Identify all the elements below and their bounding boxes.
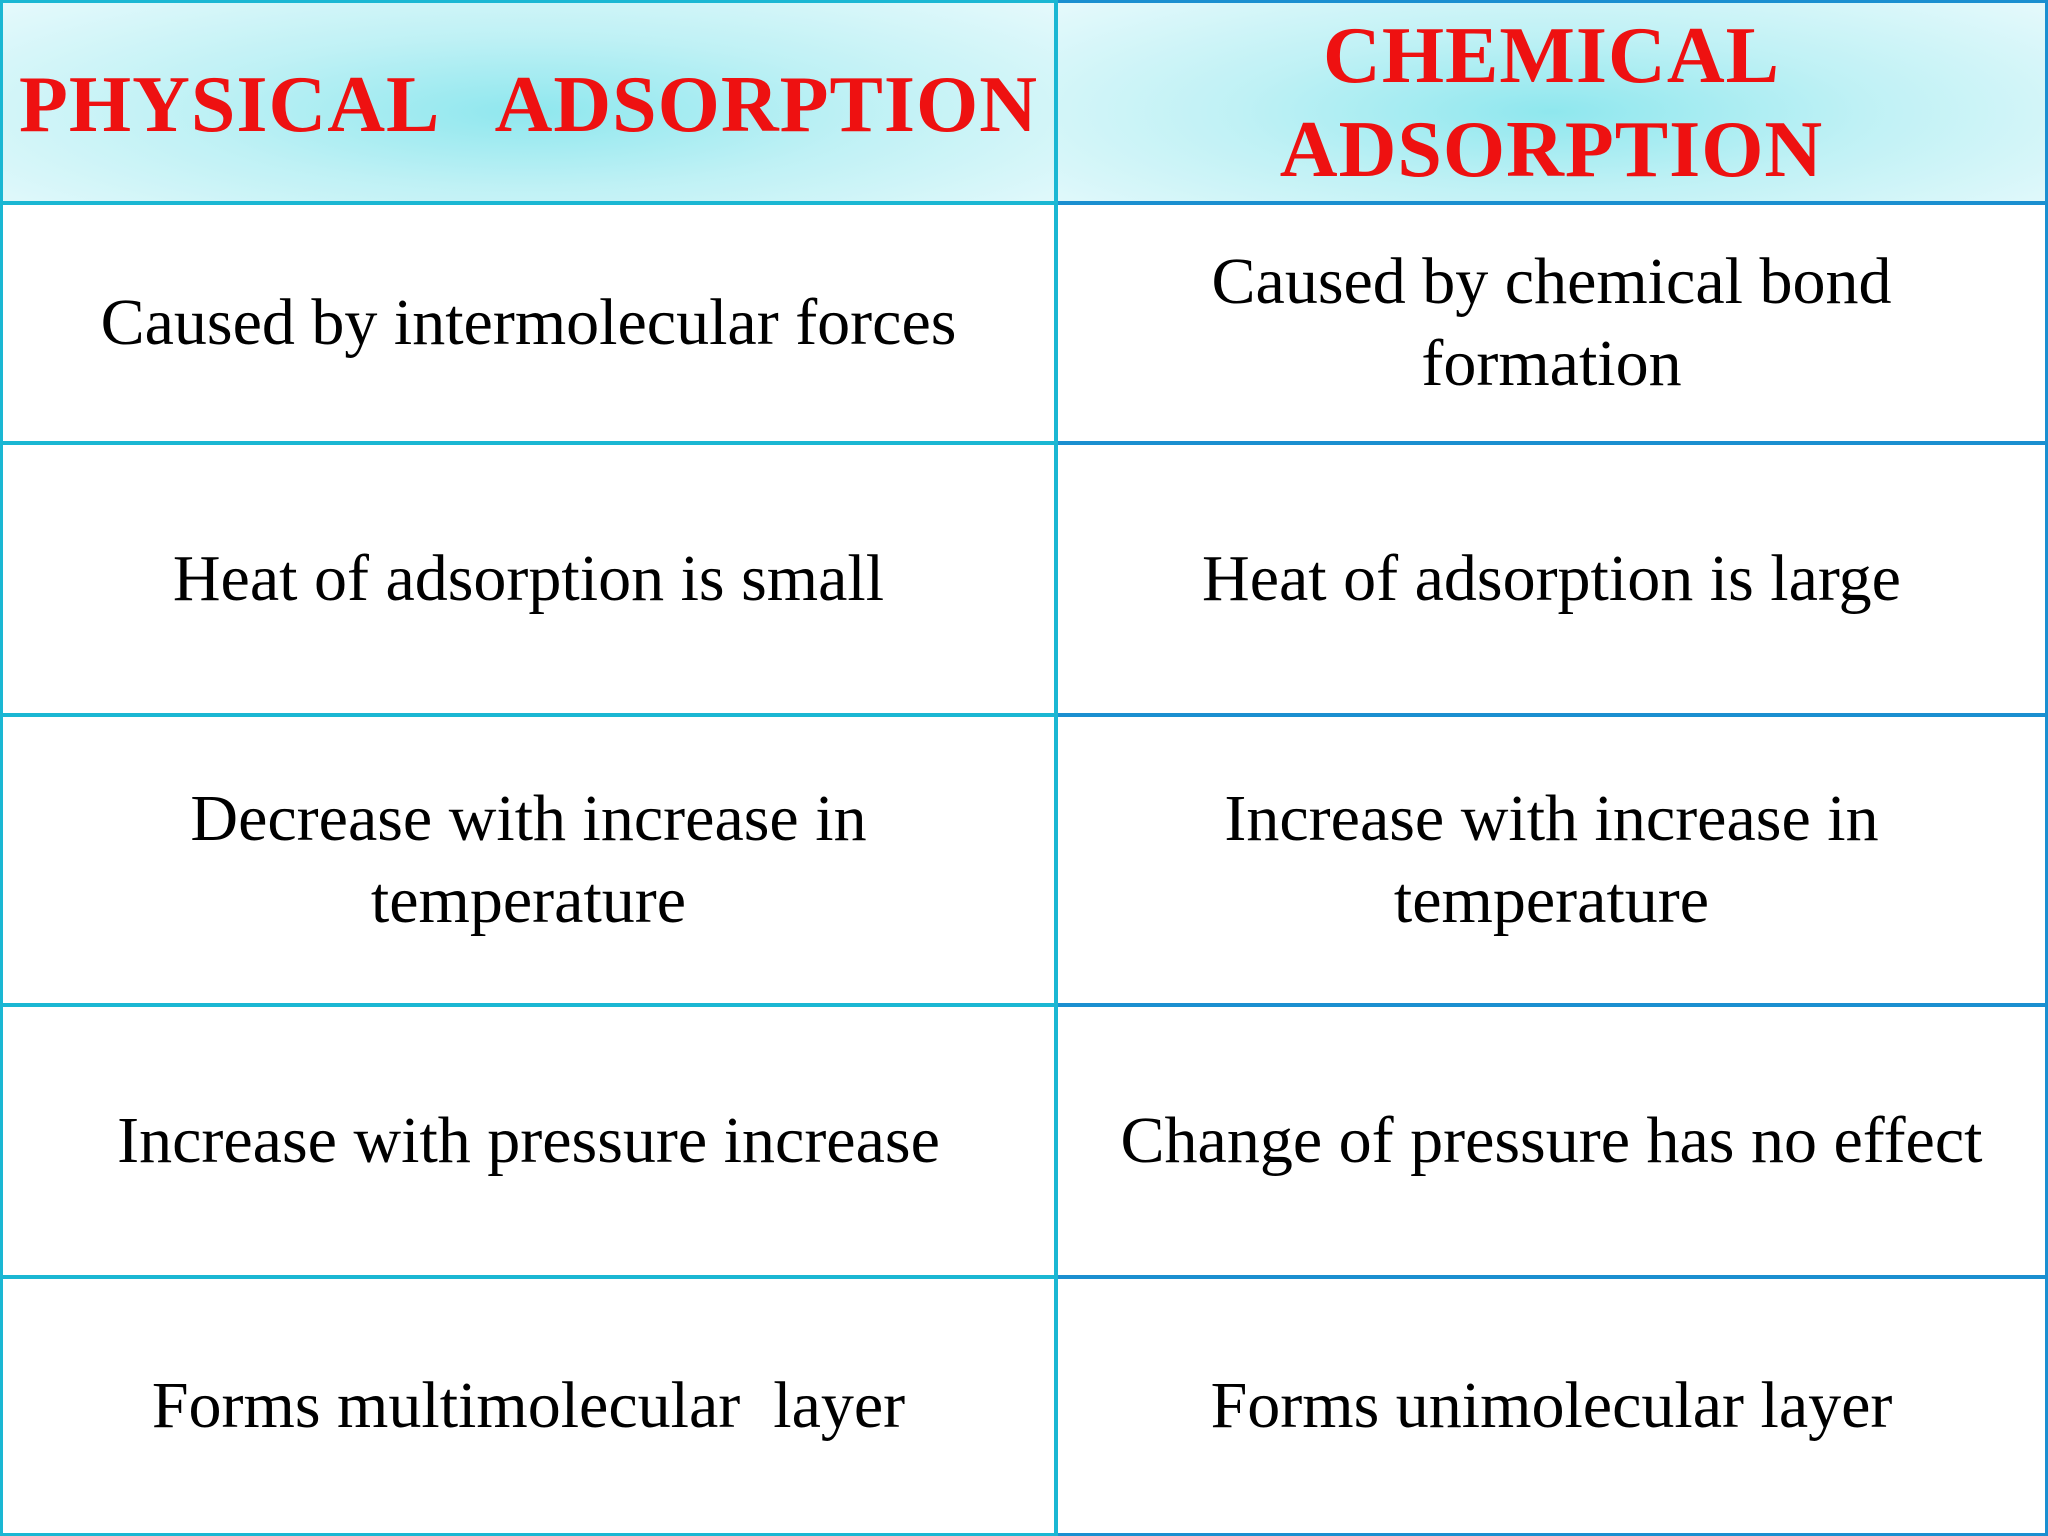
- table-cell-physical: Increase with pressure increase: [0, 1007, 1058, 1279]
- table-cell-chemical: Forms unimolecular layer: [1058, 1279, 2048, 1536]
- cell-text: Forms unimolecular layer: [1210, 1369, 1893, 1442]
- header-physical-label: PHYSICAL ADSORPTION: [19, 61, 1038, 149]
- table-cell-chemical: Increase with increase in temperature: [1058, 717, 2048, 1007]
- header-chemical-adsorption: CHEMICAL ADSORPTION: [1058, 0, 2048, 205]
- cell-text: Change of pressure has no effect: [1120, 1104, 1983, 1177]
- cell-text: Caused by intermolecular forces: [100, 286, 957, 359]
- cell-text: Decrease with increase in temperature: [190, 782, 867, 937]
- cell-text: Increase with pressure increase: [117, 1104, 940, 1177]
- table-cell-physical: Caused by intermolecular forces: [0, 205, 1058, 445]
- table-cell-chemical: Heat of adsorption is large: [1058, 445, 2048, 717]
- table-cell-physical: Forms multimolecular layer: [0, 1279, 1058, 1536]
- cell-text: Heat of adsorption is large: [1202, 542, 1901, 615]
- cell-text: Forms multimolecular layer: [151, 1369, 906, 1442]
- table-cell-physical: Decrease with increase in temperature: [0, 717, 1058, 1007]
- table-cell-physical: Heat of adsorption is small: [0, 445, 1058, 717]
- header-physical-adsorption: PHYSICAL ADSORPTION: [0, 0, 1058, 205]
- table-cell-chemical: Change of pressure has no effect: [1058, 1007, 2048, 1279]
- cell-text: Increase with increase in temperature: [1224, 782, 1879, 937]
- cell-text: Caused by chemical bond formation: [1211, 245, 1892, 400]
- header-chemical-label: CHEMICAL ADSORPTION: [1279, 12, 1824, 194]
- cell-text: Heat of adsorption is small: [172, 542, 885, 615]
- table-cell-chemical: Caused by chemical bond formation: [1058, 205, 2048, 445]
